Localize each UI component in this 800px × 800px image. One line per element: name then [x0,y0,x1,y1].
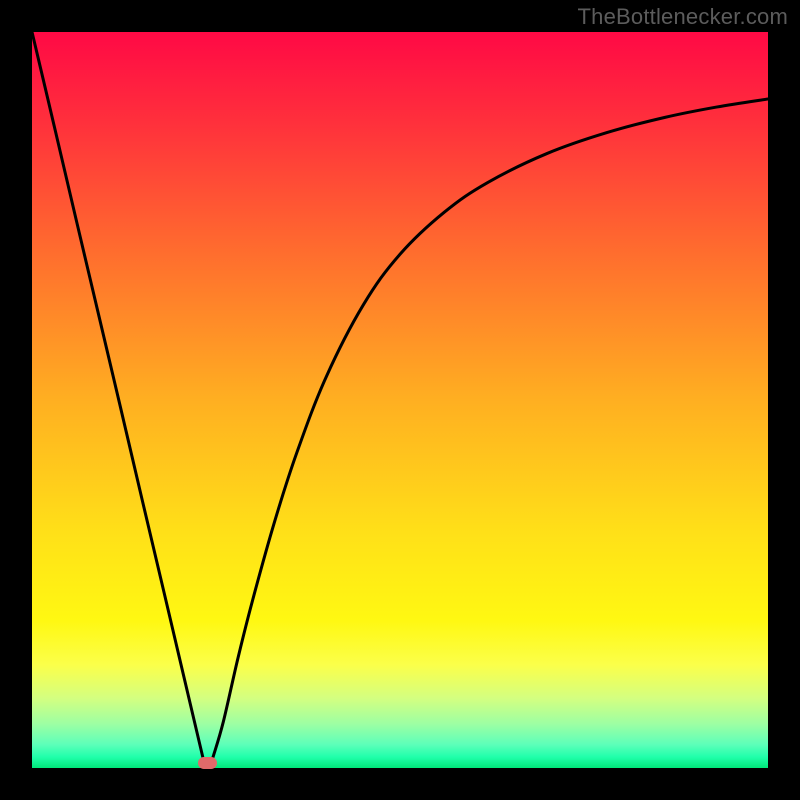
watermark-text: TheBottlenecker.com [578,4,788,30]
plot-area [32,32,768,768]
bottleneck-curve [32,32,768,768]
optimal-point-marker [198,757,217,769]
chart-container: TheBottlenecker.com [0,0,800,800]
